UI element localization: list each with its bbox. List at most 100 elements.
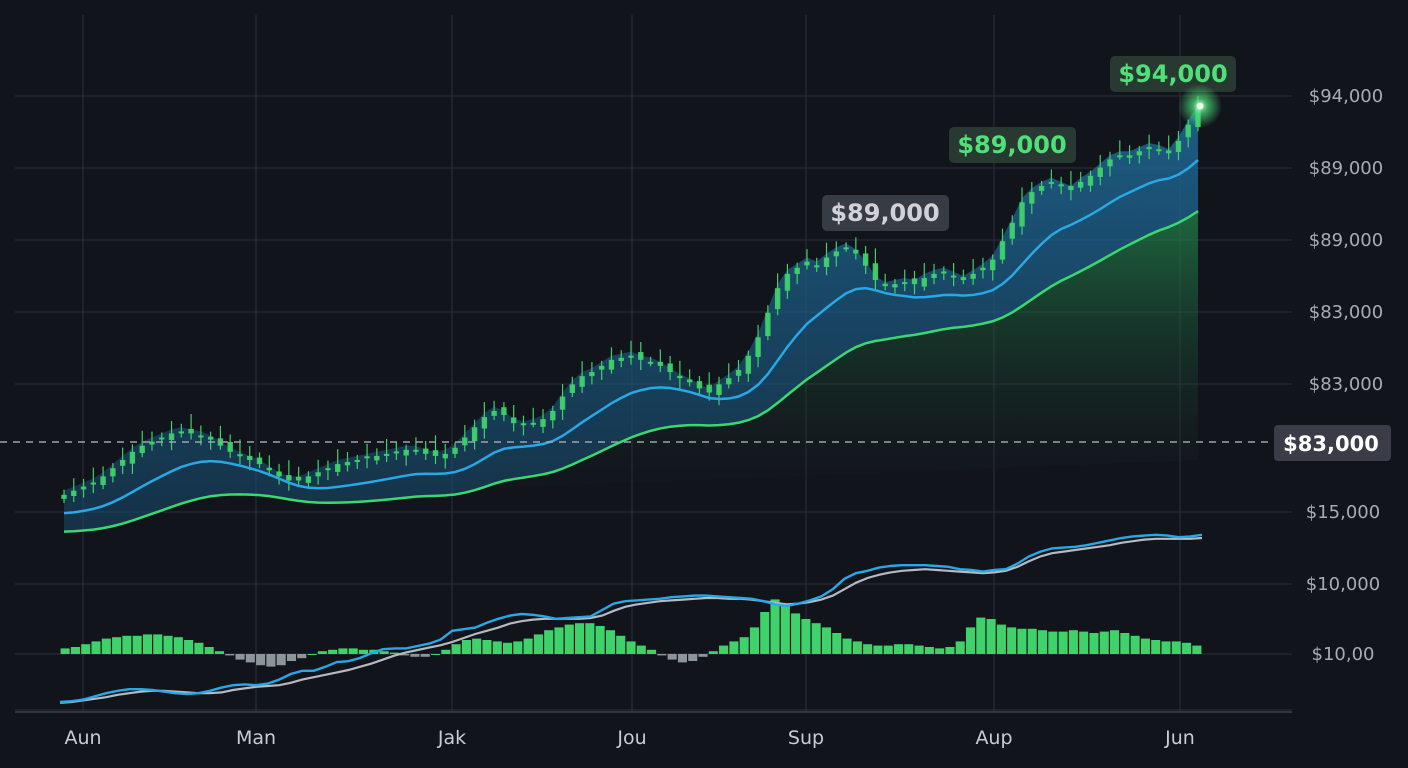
- candle: [1117, 140, 1123, 160]
- last-price-value: $83,000: [1283, 432, 1379, 456]
- histogram-bar: [1140, 638, 1150, 654]
- histogram-bar: [307, 654, 317, 655]
- candle: [745, 350, 751, 382]
- histogram-bar: [986, 619, 996, 654]
- histogram-bar: [1099, 631, 1109, 654]
- candle: [149, 431, 155, 451]
- histogram-bar: [112, 637, 122, 654]
- histogram-bar: [842, 638, 852, 654]
- band-area-fill: [64, 104, 1198, 532]
- candle: [178, 423, 184, 438]
- histogram-bar: [214, 651, 225, 654]
- histogram-bar: [832, 633, 842, 654]
- candle: [90, 467, 97, 494]
- histogram-series: [60, 599, 1202, 667]
- price-axis: $94,000 $89,000 $89,000 $83,000 $83,000: [1309, 86, 1383, 395]
- candle: [501, 402, 507, 422]
- histogram-bar: [575, 623, 585, 654]
- histogram-bar: [451, 644, 461, 654]
- time-tick-label: Jou: [616, 727, 646, 749]
- histogram-bar: [122, 635, 132, 654]
- indicator-tick-label: $10,00: [1312, 644, 1375, 665]
- histogram-bar: [430, 654, 441, 655]
- candle: [1136, 146, 1143, 164]
- last-price-badge: $83,000: [1274, 425, 1391, 461]
- candle: [520, 415, 527, 436]
- candle: [686, 369, 693, 387]
- histogram-bar: [636, 645, 646, 654]
- histogram-bar: [647, 649, 657, 654]
- candle: [432, 435, 439, 465]
- price-tick-label: $89,000: [1309, 158, 1383, 179]
- candle: [530, 407, 536, 428]
- candle: [784, 263, 791, 299]
- candle: [452, 442, 458, 458]
- candle: [941, 266, 947, 281]
- candle: [305, 471, 312, 490]
- histogram-bar: [667, 654, 677, 660]
- candle: [647, 356, 654, 367]
- time-tick-label: Man: [236, 727, 276, 749]
- histogram-bar: [153, 634, 163, 654]
- candle: [804, 249, 810, 270]
- histogram-bar: [996, 624, 1006, 654]
- histogram-bar: [677, 654, 687, 663]
- time-tick-label: Jak: [437, 727, 466, 749]
- histogram-bar: [801, 619, 811, 654]
- candle: [227, 434, 233, 458]
- histogram-bar: [914, 645, 924, 654]
- candle: [559, 384, 566, 420]
- candle: [1068, 171, 1074, 201]
- candle: [247, 445, 253, 471]
- candle: [286, 460, 292, 491]
- histogram-bar: [852, 641, 862, 654]
- slow-ma-line: [63, 210, 1199, 533]
- histogram-bar: [1058, 631, 1068, 654]
- candle: [1009, 215, 1015, 245]
- candle: [325, 460, 331, 481]
- candle: [882, 273, 888, 291]
- callout-high-1: $89,000: [822, 195, 949, 231]
- candle: [706, 372, 712, 401]
- indicator-tick-label: $15,000: [1306, 502, 1380, 523]
- candle: [256, 452, 263, 469]
- candle: [266, 455, 272, 477]
- candle: [481, 402, 488, 439]
- histogram-bar: [935, 648, 945, 654]
- price-tick-label: $94,000: [1309, 86, 1383, 107]
- candle: [1058, 176, 1064, 195]
- candle: [119, 447, 126, 474]
- candle: [696, 375, 703, 395]
- candle: [853, 237, 859, 260]
- histogram-bar: [770, 599, 780, 654]
- histogram-bar: [60, 648, 70, 654]
- histogram-bar: [873, 645, 883, 654]
- candle: [550, 405, 556, 429]
- histogram-bar: [1161, 641, 1171, 654]
- histogram-bar: [184, 640, 194, 654]
- candle: [814, 257, 820, 272]
- candle: [657, 349, 664, 373]
- candle: [1038, 180, 1045, 195]
- candle: [931, 263, 937, 285]
- histogram-bar: [1192, 645, 1202, 654]
- histogram-bar: [204, 647, 214, 654]
- candle: [1107, 151, 1113, 177]
- candle: [344, 452, 351, 472]
- callout-high-2: $89,000: [949, 127, 1076, 163]
- callout-high-1-text: $89,000: [830, 199, 939, 227]
- histogram-bar: [791, 613, 801, 654]
- candle: [276, 463, 282, 485]
- callout-peak: $94,000: [1110, 56, 1236, 92]
- candle: [765, 305, 771, 341]
- histogram-bar: [760, 612, 770, 654]
- price-tick-label: $89,000: [1309, 230, 1383, 251]
- histogram-bar: [297, 654, 307, 659]
- histogram-bar: [410, 654, 420, 657]
- candle: [677, 360, 683, 389]
- histogram-bar: [883, 645, 893, 654]
- candle: [892, 279, 898, 294]
- candle: [1165, 135, 1172, 160]
